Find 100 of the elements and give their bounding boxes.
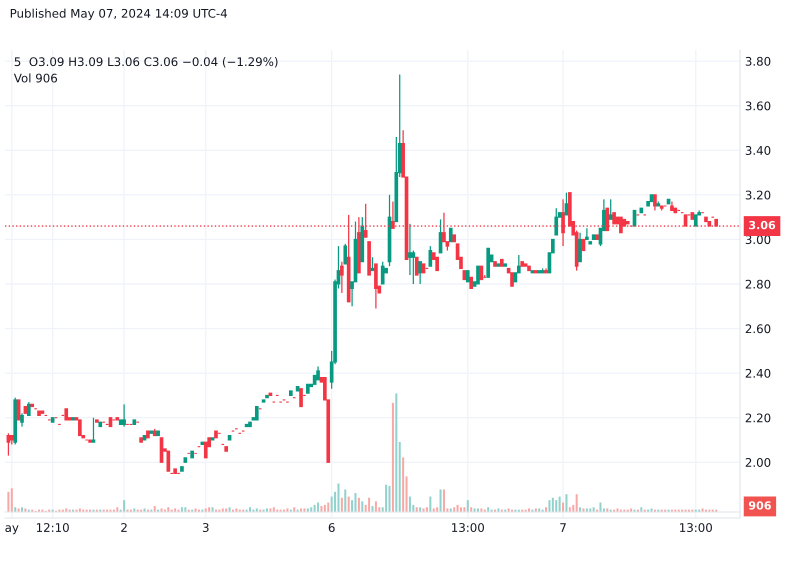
candlestick [268, 392, 272, 396]
bar [538, 508, 540, 512]
y-tick-label: 2.40 [746, 368, 770, 378]
bar [442, 489, 445, 512]
candlestick [524, 263, 528, 267]
bar [429, 496, 432, 512]
candlestick [71, 417, 75, 420]
x-tick-label: ay [5, 525, 19, 534]
candlestick [537, 270, 542, 274]
candlestick [289, 390, 293, 396]
x-tick-label: 13:00 [452, 523, 484, 532]
x-tick-label: 6 [328, 523, 335, 532]
bar [154, 506, 156, 512]
candlestick [480, 266, 484, 280]
candlestick [224, 446, 228, 452]
candlestick [299, 388, 303, 408]
candlestick [448, 228, 453, 242]
bar [558, 496, 561, 512]
text: 5 O3.09 H3.09 L3.06 C3.06 −0.04 (−1.29%) [14, 57, 278, 68]
bar [395, 393, 398, 512]
candlestick [16, 399, 20, 420]
bar [358, 498, 360, 512]
text: Published May 07, 2024 14:09 UTC-4 [10, 8, 228, 20]
y-tick-label: 3.20 [746, 190, 770, 200]
bar [548, 500, 550, 512]
candlestick [78, 419, 82, 436]
bar [354, 493, 357, 512]
bar [204, 508, 207, 512]
bar [562, 502, 564, 512]
bar [402, 457, 404, 512]
candlestick [64, 408, 68, 420]
candlestick [367, 241, 371, 276]
x-tick-label: 3 [202, 523, 209, 532]
candlestick [592, 234, 596, 240]
candlestick [469, 276, 474, 290]
bar [320, 506, 322, 512]
candlestick [530, 270, 534, 274]
bar [440, 489, 442, 512]
candlestick [520, 261, 524, 267]
x-tick-label: 13:00 [680, 523, 712, 532]
bar [371, 506, 374, 512]
bar [466, 500, 469, 512]
y-tick-label: 3.60 [746, 101, 770, 110]
bar [344, 489, 346, 512]
candlestick [694, 214, 698, 227]
bar [450, 508, 452, 512]
candlestick [92, 417, 96, 443]
bar [314, 504, 316, 512]
bar [361, 501, 364, 512]
bar [599, 502, 602, 512]
x-tick-label: 12:10 [36, 523, 69, 532]
candlestick [173, 468, 177, 474]
bar [374, 501, 377, 512]
bar [576, 494, 578, 512]
y-tick-label: 2.00 [746, 458, 770, 467]
candlestick [510, 272, 514, 287]
candlestick [414, 256, 419, 276]
candlestick [184, 457, 188, 463]
bar [327, 502, 330, 512]
candlestick [50, 417, 54, 423]
candlestick [40, 410, 44, 414]
candlestick [486, 248, 490, 278]
candlestick [476, 266, 480, 285]
candlestick [503, 263, 508, 267]
y-tick-label: 3.40 [746, 146, 770, 155]
bar [385, 484, 388, 512]
candlestick [306, 384, 310, 394]
bar [392, 402, 394, 512]
candlestick [582, 238, 586, 252]
bar [293, 507, 296, 512]
y-tick-label: 2.60 [746, 324, 770, 334]
y-tick-label: 2.80 [746, 280, 770, 289]
candlestick [200, 442, 204, 446]
text: Vol 906 [14, 73, 58, 83]
candlestick [190, 450, 194, 458]
bar [368, 498, 370, 512]
bar [10, 488, 13, 512]
bar [65, 508, 68, 512]
candlestick [166, 450, 170, 472]
candlestick [254, 406, 259, 420]
candlestick [98, 422, 102, 428]
bar [552, 498, 554, 512]
candlestick [132, 419, 136, 425]
bar [7, 492, 10, 512]
candlestick [30, 404, 34, 408]
bar [123, 500, 126, 512]
bar [388, 486, 391, 512]
candlestick [632, 210, 636, 227]
candlestick [160, 437, 164, 463]
candlestick [588, 241, 592, 244]
ref-line-label: 3.06 [749, 220, 776, 230]
y-tick-label: 3.80 [746, 56, 770, 66]
candlestick [296, 386, 300, 392]
bar [432, 508, 435, 512]
bar [310, 507, 312, 512]
candlestick [466, 270, 470, 282]
x-tick-label: 7 [560, 523, 566, 532]
bar [324, 504, 326, 512]
candlestick [639, 208, 644, 214]
candlestick [534, 270, 538, 274]
